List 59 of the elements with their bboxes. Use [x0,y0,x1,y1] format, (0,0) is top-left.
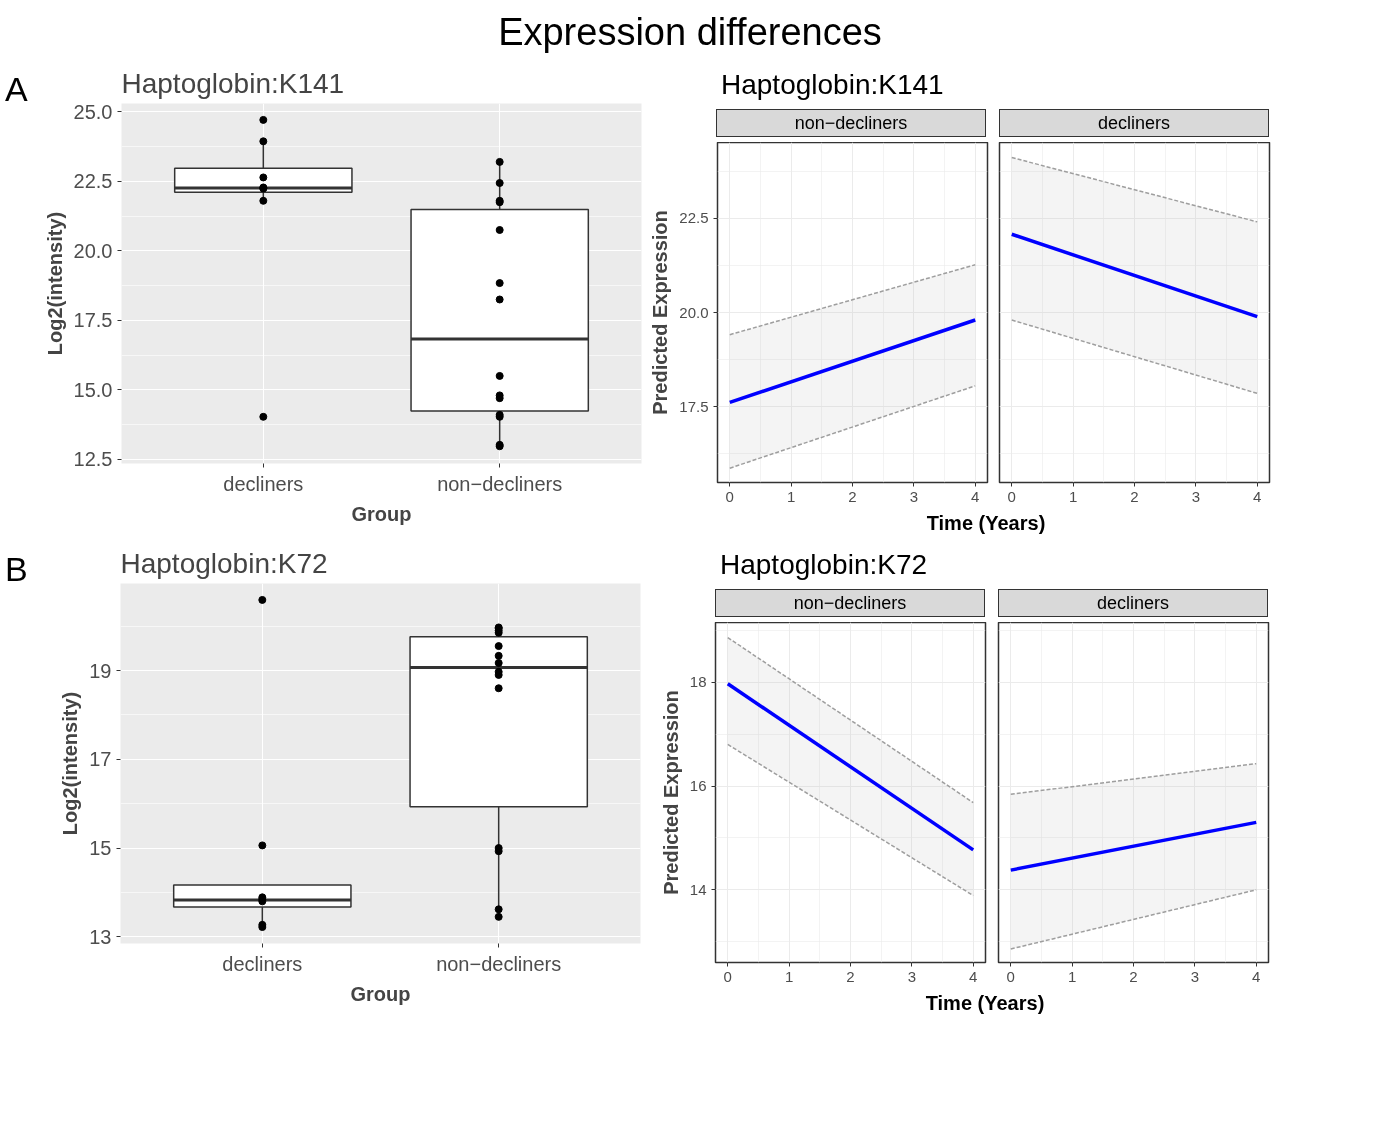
y-tick-label: 17 [89,748,112,771]
y-axis-title: Log2(intensity) [59,691,82,836]
x-tick-label: 1 [1067,967,1077,985]
x-tick-label: 4 [1252,967,1261,985]
x-tick-label: 4 [969,967,978,985]
text: Expression differences [498,10,882,55]
y-tick-label: 20.0 [679,303,709,321]
x-tick-label: 2 [1130,487,1139,505]
chart-title: Haptoglobin:K141 [721,68,944,102]
x-tick-label: non−decliners [437,472,563,495]
x-tick-label: 0 [725,487,734,505]
x-tick-label: 3 [907,967,917,985]
y-tick-label: 22.5 [73,170,113,193]
y-axis-title: Log2(intensity) [43,211,66,356]
y-tick-label: 20.0 [73,239,113,262]
x-tick-label: 0 [723,967,732,985]
x-tick-label: 1 [1068,487,1078,505]
x-tick-label: 3 [1191,487,1201,505]
x-tick-label: 0 [1006,967,1015,985]
x-tick-label: 1 [786,487,796,505]
x-tick-label: 4 [971,487,980,505]
y-tick-label: 15 [89,837,112,860]
y-tick-label: 18 [689,673,707,691]
y-axis-title: Predicted Expression [659,690,682,895]
chart-subtitle: decliners [1097,112,1171,135]
x-tick-label: decliners [223,472,304,495]
x-axis-title: Time (Years) [926,511,1046,536]
x-tick-label: 2 [1129,967,1138,985]
y-tick-label: 17.5 [73,309,113,332]
y-tick-label: 12.5 [73,448,113,471]
y-tick-label: 19 [89,659,112,682]
x-tick-label: 2 [848,487,857,505]
x-axis-title: Group [351,502,412,525]
chart-subtitle: non−decliners [793,592,907,615]
text: B [5,549,28,590]
chart-title: Haptoglobin:K141 [121,67,345,99]
chart-title: Haptoglobin:K72 [720,548,928,582]
y-tick-label: 25.0 [73,100,113,123]
chart-subtitle: non−decliners [794,112,908,135]
x-axis-title: Time (Years) [925,991,1045,1016]
x-tick-label: 3 [1190,967,1200,985]
x-tick-label: non−decliners [436,952,562,975]
chart-title: Haptoglobin:K72 [120,547,328,579]
y-tick-label: 15.0 [73,378,113,401]
y-tick-label: 13 [89,925,112,948]
x-tick-label: decliners [222,952,303,975]
x-tick-label: 1 [784,967,794,985]
y-tick-label: 22.5 [679,209,709,227]
x-axis-title: Group [350,982,411,1005]
chart-subtitle: decliners [1096,592,1170,615]
y-tick-label: 16 [689,777,707,795]
y-axis-title: Predicted Expression [649,210,672,415]
x-tick-label: 0 [1007,487,1016,505]
y-tick-label: 14 [689,880,707,898]
x-tick-label: 2 [846,967,855,985]
y-tick-label: 17.5 [679,397,709,415]
x-tick-label: 3 [909,487,919,505]
text: A [5,69,28,110]
x-tick-label: 4 [1253,487,1262,505]
